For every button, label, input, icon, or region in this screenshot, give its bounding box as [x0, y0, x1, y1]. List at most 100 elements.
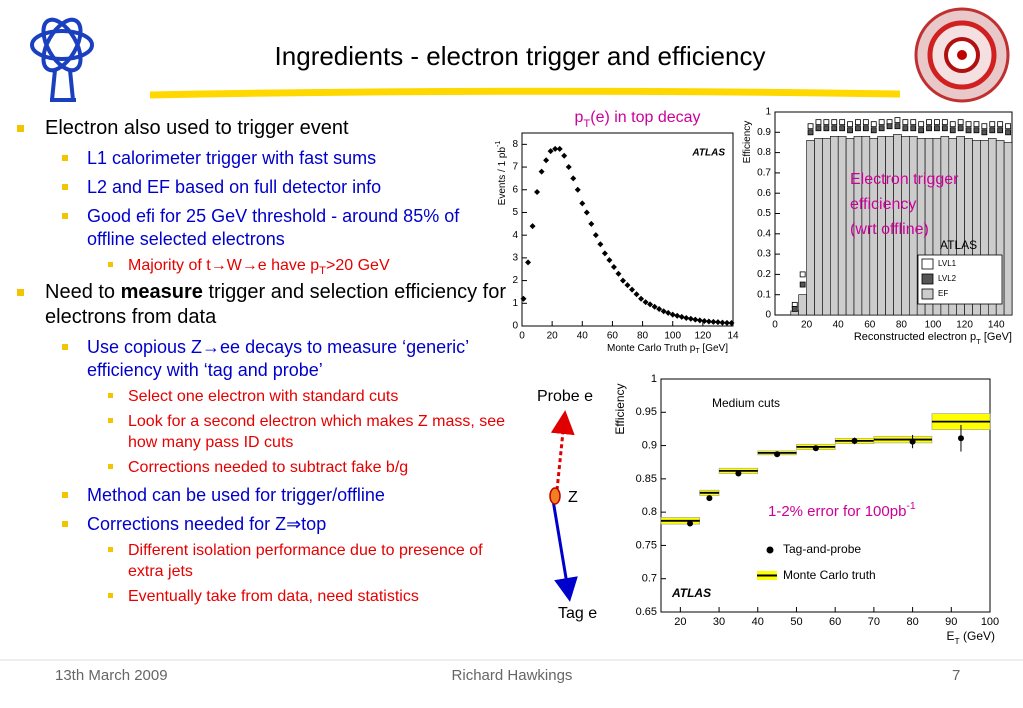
data-point [692, 316, 699, 323]
bullet-text: measure [120, 281, 203, 303]
text-run: [GeV] [981, 331, 1012, 343]
data-point [660, 308, 667, 315]
efficiency-marker [989, 127, 996, 134]
x-tick-label: 60 [607, 331, 619, 342]
x-tick-label: 100 [981, 616, 999, 628]
text-run: Efficiency [742, 121, 753, 164]
y-tick-label: 1 [512, 298, 518, 309]
x-axis-label: Reconstructed electron pT [GeV] [854, 331, 1012, 346]
efficiency-marker [934, 119, 940, 126]
text-run: T [976, 337, 981, 346]
y-axis-label: Events / 1 pb-1 [495, 141, 507, 206]
efficiency-marker [855, 119, 861, 126]
efficiency-marker [886, 123, 893, 130]
efficiency-marker [862, 119, 869, 126]
x-tick-label: 60 [829, 616, 841, 628]
y-tick-label: 6 [512, 184, 518, 195]
data-point [710, 318, 717, 325]
data-point [624, 282, 631, 289]
data-point [543, 157, 550, 164]
chart-annotation: Electron trigger [850, 171, 959, 188]
legend-swatch [921, 288, 934, 300]
efficiency-marker [823, 119, 830, 126]
bullet-text: Use copious Z→ee decays to measure ‘gene… [87, 337, 469, 380]
data-point [909, 438, 916, 445]
data-point [714, 319, 721, 326]
footer-author: Richard Hawkings [452, 667, 573, 684]
efficiency-marker [926, 125, 932, 132]
x-tick-label: 100 [925, 320, 942, 331]
data-point [597, 241, 604, 248]
efficiency-marker [839, 125, 846, 132]
data-point [728, 320, 735, 327]
x-tick-label: 40 [577, 331, 589, 342]
data-point [696, 317, 703, 324]
efficiency-marker [791, 306, 798, 312]
bullet-text: Corrections needed for Z⇒top [87, 514, 327, 534]
x-tick-label: 80 [637, 331, 649, 342]
x-tick-label: 80 [896, 320, 908, 331]
title-underline [149, 87, 901, 99]
efficiency-marker [989, 121, 996, 128]
efficiency-bar [829, 136, 839, 316]
bullet-text: >20 GeV [326, 257, 390, 274]
legend-label: LVL1 [938, 259, 957, 268]
text-run: Efficiency [613, 383, 627, 434]
efficiency-marker [831, 125, 838, 132]
y-axis-label: Efficiency [613, 383, 627, 434]
efficiency-marker [957, 119, 964, 126]
data-point [669, 311, 676, 318]
data-point [957, 435, 964, 442]
x-tick-label: 0 [772, 320, 778, 331]
efficiency-marker [1005, 123, 1011, 130]
efficiency-marker [981, 129, 988, 136]
x-tick-label: 14 [727, 331, 739, 342]
bullet-item: L2 and EF based on full detector info [62, 176, 507, 199]
efficiency-bar [837, 136, 847, 316]
efficiency-marker [902, 125, 909, 132]
efficiency-marker [807, 123, 814, 130]
data-point [565, 164, 572, 171]
chart-logo: ATLAS [671, 586, 711, 600]
chart-note: 1-2% error for 100pb-1 [768, 500, 916, 520]
data-point [674, 312, 681, 319]
efficiency-marker [949, 121, 956, 128]
bullet-text: Eventually take from data, need statisti… [128, 588, 419, 605]
data-point [525, 259, 532, 266]
efficiency-marker [878, 119, 885, 126]
legend-label: Tag-and-probe [783, 542, 861, 556]
efficiency-marker [965, 127, 972, 134]
efficiency-marker [847, 127, 853, 134]
legend-label: EF [938, 289, 948, 298]
efficiency-marker [934, 125, 940, 132]
efficiency-marker [941, 125, 948, 132]
bullet-item: Electron also used to trigger event [17, 116, 507, 141]
x-tick-label: 20 [674, 616, 686, 628]
efficiency-marker [973, 121, 980, 128]
data-point [520, 295, 527, 302]
y-tick-label: 0.9 [757, 127, 771, 138]
text-run: [GeV] [700, 343, 729, 354]
data-point [812, 445, 819, 452]
y-tick-label: 0.7 [757, 168, 771, 179]
tag-arrow [551, 499, 578, 602]
y-tick-label: 0.9 [642, 439, 657, 451]
bullet-item: Different isolation performance due to p… [108, 540, 506, 582]
data-point [615, 270, 622, 277]
tag-probe-diagram: Probe e Z Tag e [537, 388, 597, 622]
x-tick-label: 20 [547, 331, 559, 342]
efficiency-marker [949, 127, 956, 134]
text-run: E [947, 629, 955, 643]
bullet-text: Electron also used to trigger event [45, 117, 349, 139]
y-tick-label: 0.3 [757, 249, 771, 260]
bullet-item: Good efi for 25 GeV threshold - around 8… [62, 205, 507, 251]
data-point [701, 318, 708, 325]
y-tick-label: 0.8 [757, 147, 771, 158]
footer-page: 7 [952, 667, 960, 684]
y-tick-label: 7 [512, 162, 518, 173]
efficiency-marker [831, 119, 838, 126]
efficiency-marker [847, 121, 853, 128]
data-point [556, 145, 563, 152]
bullet-list: Electron also used to trigger event L1 ca… [0, 112, 515, 607]
legend-title: ATLAS [940, 238, 977, 252]
